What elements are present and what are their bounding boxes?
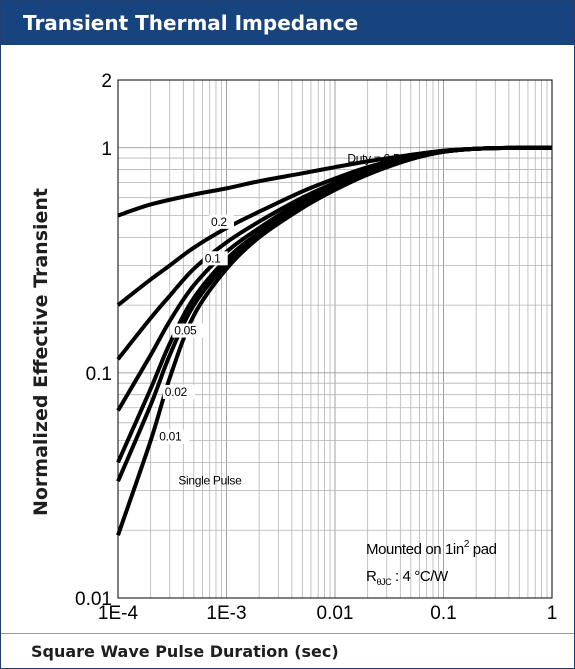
series-labels: Duty = 0.5 0.2 0.1 0.05 0.02 0.01 Single Pulse bbox=[157, 152, 400, 487]
x-tick-label-1: 1E-3 bbox=[206, 603, 246, 624]
series-label-0: Duty = 0.5 bbox=[347, 152, 400, 166]
series-label-3: 0.05 bbox=[174, 324, 197, 338]
y-tick-label-0: 0.01 bbox=[75, 589, 112, 610]
series-label-bg-3 bbox=[172, 323, 205, 338]
series-label-bg-4 bbox=[162, 384, 195, 399]
x-tick-label-4: 1 bbox=[547, 603, 558, 624]
y-tick-label-3: 2 bbox=[101, 71, 112, 92]
plot-border bbox=[117, 79, 553, 599]
series-label-1: 0.2 bbox=[211, 215, 227, 229]
x-tick-label-3: 0.1 bbox=[430, 603, 456, 624]
series-label-6: Single Pulse bbox=[178, 473, 242, 487]
series-line-6 bbox=[116, 145, 553, 536]
series-label-2: 0.1 bbox=[205, 251, 221, 265]
series-curves bbox=[116, 145, 553, 536]
series-label-5: 0.01 bbox=[159, 430, 182, 444]
x-tick-label-0: 1E-4 bbox=[98, 603, 139, 624]
y-tick-label-1: 0.1 bbox=[86, 364, 112, 385]
footer-divider bbox=[1, 633, 574, 634]
series-label-bg-2 bbox=[202, 251, 228, 266]
y-tick-label-2: 1 bbox=[101, 139, 112, 160]
series-label-bg-1 bbox=[209, 214, 235, 229]
x-tick-label-2: 0.01 bbox=[317, 603, 354, 624]
series-label-4: 0.02 bbox=[165, 385, 188, 399]
resistance-note: RθJC : 4 °C/W bbox=[366, 568, 449, 587]
mount-note: Mounted on 1in2 pad bbox=[366, 539, 497, 558]
chart-title: Transient Thermal Impedance bbox=[1, 1, 574, 45]
x-axis-label: Square Wave Pulse Duration (sec) bbox=[31, 642, 339, 661]
series-label-bg-5 bbox=[157, 429, 190, 444]
tick-labels: 1E-4 1E-3 0.01 0.1 1 0.01 0.1 1 2 bbox=[75, 71, 557, 624]
